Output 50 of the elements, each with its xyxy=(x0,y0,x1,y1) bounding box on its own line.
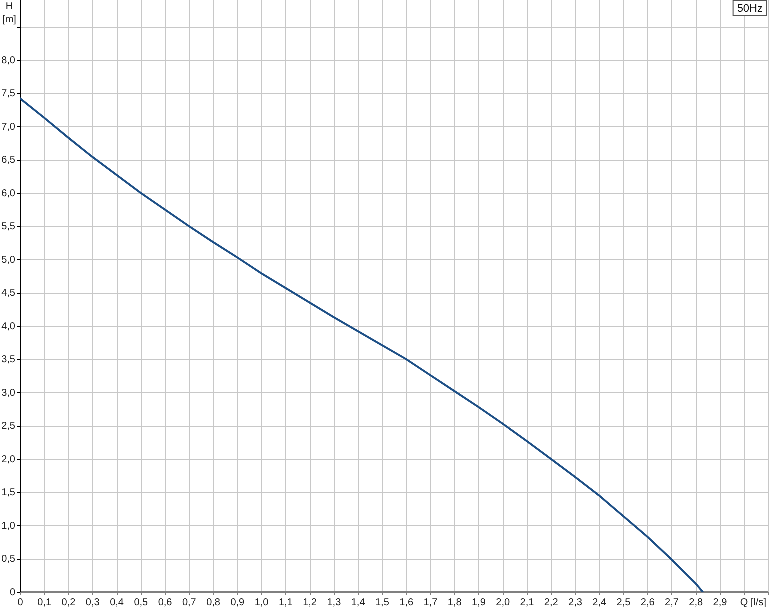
x-tick-label: 2,4 xyxy=(592,598,607,608)
y-tick-label: 6,5 xyxy=(2,155,16,166)
y-tick-label: 1,5 xyxy=(2,488,16,499)
y-tick-label: 8,0 xyxy=(2,55,16,66)
x-tick-label: 1,7 xyxy=(424,598,438,608)
y-tick-label: 7,0 xyxy=(2,122,16,133)
x-tick-label: 1,5 xyxy=(375,598,390,608)
x-tick-label: 2,2 xyxy=(544,598,559,608)
x-tick-label: 2,0 xyxy=(496,598,510,608)
line-series xyxy=(20,97,704,592)
y-tick-label: 0 xyxy=(10,588,16,598)
x-tick-label: 1,6 xyxy=(400,598,414,608)
x-tick-label: 2,7 xyxy=(665,598,680,608)
x-tick-label: 1,3 xyxy=(327,598,342,608)
y-tick-label: 4,0 xyxy=(2,321,16,332)
y-tick-label: 5,5 xyxy=(2,222,16,233)
y-tick-label: 3,0 xyxy=(2,388,16,399)
y-tick-label: 5,0 xyxy=(2,254,16,266)
annotation: 50Hz xyxy=(737,3,763,15)
x-tick-label: 2,5 xyxy=(616,598,632,608)
x-tick-label: 0,5 xyxy=(134,598,149,608)
x-tick-label: 0,9 xyxy=(230,598,246,608)
y-tick-label: 3,5 xyxy=(2,354,16,366)
x-tick-label: 1,8 xyxy=(448,598,462,608)
x-tick-label: 0,6 xyxy=(158,598,173,608)
y-axis-title: H [m] xyxy=(2,2,17,26)
y-tick-label: 2,5 xyxy=(2,421,16,432)
x-tick-label: 2,1 xyxy=(520,598,535,608)
y-tick-label: 6,0 xyxy=(2,188,16,200)
x-tick-label: 0,7 xyxy=(182,598,197,608)
x-tick-label: 2,9 xyxy=(713,598,728,608)
x-tick-label: 1,2 xyxy=(303,598,318,608)
x-tick-label: 1,0 xyxy=(254,598,270,608)
x-tick-label: 0,8 xyxy=(206,598,221,608)
x-tick-label: 1,4 xyxy=(351,598,366,608)
x-tick-label: 0,2 xyxy=(62,598,76,608)
y-tick-label: 7,5 xyxy=(2,88,16,100)
x-tick-label: 0,3 xyxy=(86,598,100,608)
y-tick-label: 2,0 xyxy=(2,454,16,466)
x-tick-label: 1,9 xyxy=(472,598,486,608)
x-tick-label: 0,4 xyxy=(110,598,124,608)
x-tick-label: 0,1 xyxy=(38,598,52,608)
x-tick-label: 2,3 xyxy=(568,598,583,608)
y-tick-label: 1,0 xyxy=(2,520,16,532)
x-tick-label: 2,8 xyxy=(689,598,704,608)
x-tick-label: 1,1 xyxy=(278,598,294,608)
y-tick-label: 4,5 xyxy=(2,288,16,300)
y-tick-label: 0,5 xyxy=(2,554,16,566)
x-tick-label: 0 xyxy=(18,598,24,608)
x-tick-label: 2,6 xyxy=(640,598,656,608)
